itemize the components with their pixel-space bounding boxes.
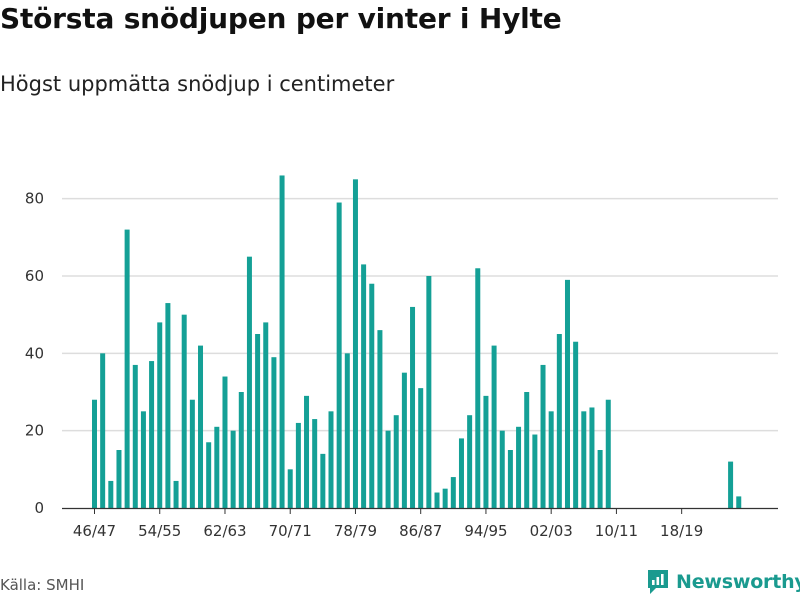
bar-55-56 — [165, 303, 171, 508]
bar-00-01 — [532, 434, 538, 508]
bar-97-98 — [507, 450, 513, 508]
y-tick-label: 60 — [25, 267, 44, 285]
bar-84-85 — [401, 372, 407, 508]
bar-49-50 — [116, 450, 122, 508]
bar-25-26 — [736, 496, 742, 508]
x-tick-label: 94/95 — [464, 522, 507, 540]
bar-03-04 — [556, 334, 562, 508]
bar-91-92 — [458, 438, 464, 508]
y-tick-label: 20 — [25, 422, 44, 440]
bar-76-77 — [336, 202, 342, 508]
brand-name: Newsworthy — [676, 571, 800, 593]
bar-06-07 — [581, 411, 587, 508]
bar-95-96 — [491, 345, 497, 508]
bar-04-05 — [564, 279, 570, 508]
bar-46-47 — [92, 399, 97, 508]
bar-66-67 — [255, 334, 261, 508]
x-tick-label: 18/19 — [660, 522, 703, 540]
bar-09-10 — [605, 399, 611, 508]
bar-99-00 — [524, 392, 530, 508]
bar-87-88 — [426, 276, 432, 508]
bar-05-06 — [573, 341, 579, 508]
x-tick-label: 54/55 — [138, 522, 181, 540]
bar-50-51 — [124, 229, 130, 508]
bar-47-48 — [100, 353, 106, 508]
bar-62-63 — [222, 376, 228, 508]
bar-60-61 — [206, 442, 212, 508]
bar-52-53 — [140, 411, 146, 508]
bar-78-79 — [352, 179, 358, 508]
chart-subtitle: Högst uppmätta snödjup i centimeter — [0, 72, 395, 96]
bar-81-82 — [377, 330, 383, 508]
bar-57-58 — [181, 314, 187, 508]
bar-77-78 — [344, 353, 350, 508]
bar-82-83 — [385, 430, 391, 508]
bar-92-93 — [467, 415, 473, 508]
bar-24-25 — [728, 461, 734, 508]
bar-63-64 — [230, 430, 236, 508]
bar-98-99 — [516, 426, 522, 508]
bar-88-89 — [434, 492, 440, 508]
bar-51-52 — [132, 364, 138, 508]
bar-85-86 — [410, 306, 416, 508]
x-tick-label: 10/11 — [595, 522, 638, 540]
bar-89-90 — [442, 488, 448, 508]
chart-title: Största snödjupen per vinter i Hylte — [0, 2, 562, 35]
bar-72-73 — [304, 395, 310, 508]
x-tick-label: 86/87 — [399, 522, 442, 540]
bar-86-87 — [418, 388, 424, 508]
bar-96-97 — [499, 430, 505, 508]
newsworthy-icon — [648, 570, 668, 594]
bar-01-02 — [540, 364, 546, 508]
y-tick-label: 0 — [34, 499, 44, 517]
bar-79-80 — [361, 264, 367, 508]
bar-07-08 — [589, 407, 595, 508]
bar-93-94 — [475, 268, 481, 508]
y-tick-label: 80 — [25, 190, 44, 208]
bar-61-62 — [214, 426, 220, 508]
bar-71-72 — [295, 422, 301, 508]
bar-58-59 — [189, 399, 195, 508]
x-tick-label: 46/47 — [73, 522, 116, 540]
y-tick-label: 40 — [25, 344, 44, 362]
bar-69-70 — [279, 175, 285, 508]
bar-94-95 — [483, 395, 489, 508]
bar-series — [92, 175, 742, 508]
bar-67-68 — [263, 322, 269, 508]
bar-54-55 — [157, 322, 163, 508]
bar-56-57 — [173, 480, 179, 508]
bar-02-03 — [548, 411, 554, 508]
bar-75-76 — [328, 411, 334, 508]
x-tick-label: 70/71 — [269, 522, 312, 540]
bar-90-91 — [450, 477, 456, 508]
bar-70-71 — [287, 469, 293, 508]
x-tick-label: 78/79 — [334, 522, 377, 540]
bar-53-54 — [149, 361, 155, 508]
source-note: Källa: SMHI — [0, 576, 85, 594]
bar-74-75 — [320, 453, 326, 508]
bar-83-84 — [393, 415, 399, 508]
axes: 0 20 40 60 80 46/47 54/55 62/63 70/71 78/79 86/87 9… — [25, 190, 778, 540]
bar-64-65 — [238, 392, 244, 508]
bar-08-09 — [597, 450, 603, 508]
bar-73-74 — [312, 419, 318, 508]
bar-65-66 — [246, 256, 252, 508]
bar-68-69 — [271, 357, 277, 508]
x-tick-label: 02/03 — [530, 522, 573, 540]
x-tick-label: 62/63 — [203, 522, 246, 540]
bar-48-49 — [108, 480, 114, 508]
bar-59-60 — [198, 345, 204, 508]
newsworthy-logo[interactable]: Newsworthy — [646, 568, 800, 596]
bar-80-81 — [369, 283, 375, 508]
